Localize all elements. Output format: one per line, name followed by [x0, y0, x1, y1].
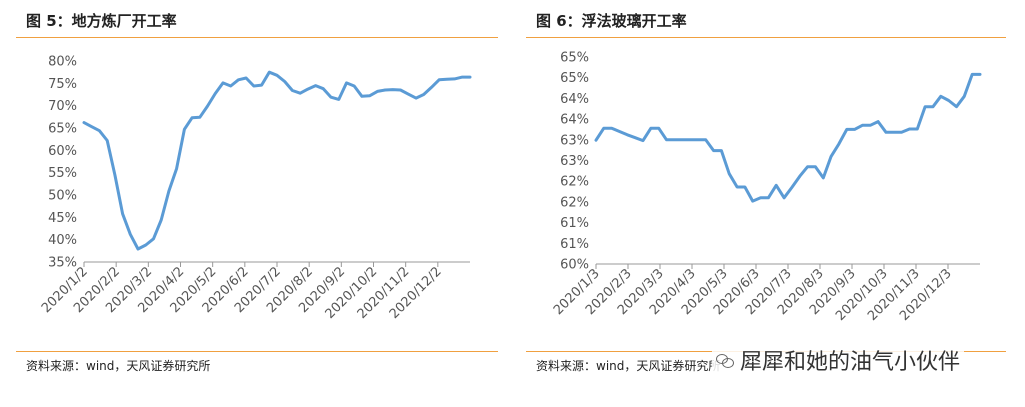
line-chart-float-glass: 60%61%61%62%62%63%63%64%64%65%65%2020/1/…	[551, 51, 982, 324]
y-tick-label: 70%	[48, 99, 77, 114]
title-divider	[526, 37, 1006, 38]
wechat-icon	[716, 353, 734, 368]
title-divider	[16, 37, 498, 38]
y-tick-label: 45%	[48, 211, 77, 226]
y-tick-label: 63%	[560, 133, 589, 148]
y-tick-label: 65%	[560, 71, 589, 86]
y-tick-label: 60%	[48, 144, 77, 159]
y-tick-label: 63%	[560, 154, 589, 169]
chart-panel-local-refinery: 图 5：地方炼厂开工率 35% 40% 45% 50% 55% 60% 65% 70% 75% 8…	[0, 0, 512, 407]
y-tick-label: 60%	[560, 258, 589, 273]
source-divider	[16, 351, 498, 352]
y-tick-label: 75%	[48, 77, 77, 92]
chart-panel-float-glass: 图 6：浮法玻璃开工率 60% 61% 61% 62% 62% 63% 63% 64% 64% 6…	[512, 0, 1025, 407]
y-tick-label: 40%	[48, 233, 77, 248]
y-tick-label: 80%	[48, 55, 77, 70]
watermark: 犀犀和她的油气小伙伴	[712, 344, 965, 376]
chart-title: 图 5：地方炼厂开工率	[26, 12, 177, 30]
chart-title: 图 6：浮法玻璃开工率	[536, 12, 687, 30]
y-tick-label: 61%	[560, 237, 589, 252]
y-tick-label: 65%	[48, 122, 77, 137]
line-chart-local-refinery: 35%40%45%50%55%60%65%70%75%80%2020/1/220…	[39, 55, 472, 322]
y-tick-label: 55%	[48, 166, 77, 181]
y-tick-label: 61%	[560, 216, 589, 231]
y-tick-label: 62%	[560, 195, 589, 210]
y-tick-label: 50%	[48, 189, 77, 204]
series-line	[82, 70, 472, 251]
y-tick-label: 35%	[48, 256, 77, 271]
source-note: 资料来源：wind，天风证券研究所	[26, 359, 211, 373]
y-tick-label: 64%	[560, 113, 589, 128]
series-line	[594, 72, 982, 203]
y-tick-label: 62%	[560, 175, 589, 190]
watermark-text: 犀犀和她的油气小伙伴	[740, 350, 961, 375]
y-tick-label: 64%	[560, 92, 589, 107]
source-note: 资料来源：wind，天风证券研究所	[536, 359, 721, 373]
y-tick-label: 65%	[560, 51, 589, 66]
